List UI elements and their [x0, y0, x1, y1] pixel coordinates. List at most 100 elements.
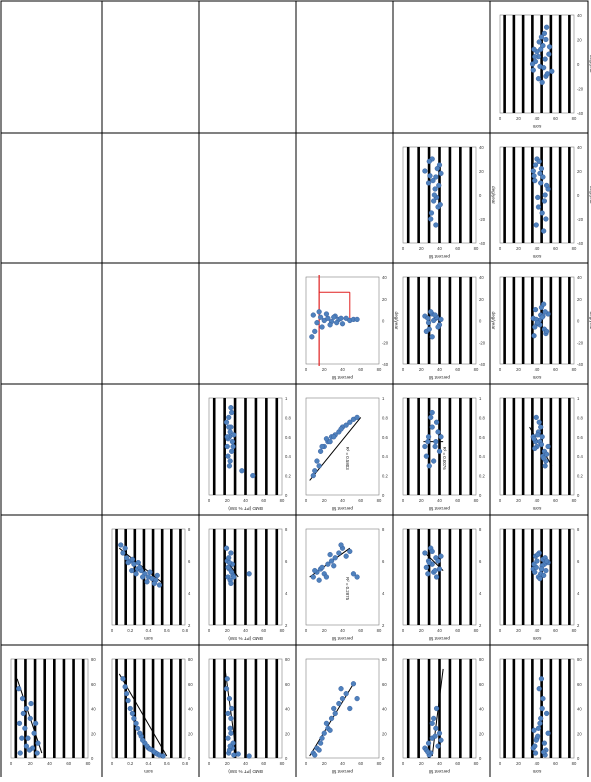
- data-point: [226, 555, 232, 561]
- data-point: [16, 686, 22, 692]
- data-point: [549, 68, 555, 74]
- data-point: [350, 681, 357, 687]
- x-tick-label: 20: [225, 498, 230, 503]
- data-point: [433, 725, 439, 731]
- data-point: [224, 434, 230, 440]
- data-point: [151, 580, 157, 587]
- data-point: [331, 434, 337, 440]
- pattern-bar: [244, 529, 247, 625]
- r-squared-annotation: R² = 0.2875: [345, 577, 350, 601]
- data-point: [539, 434, 545, 440]
- data-point: [246, 753, 252, 759]
- data-point: [426, 463, 432, 469]
- data-point: [27, 715, 33, 722]
- data-point: [332, 710, 338, 717]
- data-point: [531, 561, 537, 567]
- x-tick-label: 60: [261, 628, 266, 633]
- pattern-bar: [160, 659, 164, 758]
- pattern-bar: [521, 398, 525, 495]
- pattern-bar: [254, 659, 258, 758]
- data-point: [318, 314, 324, 320]
- pattern-bar: [531, 147, 534, 243]
- pattern-bar: [558, 398, 562, 495]
- data-point: [538, 180, 544, 186]
- data-point: [426, 326, 432, 332]
- pattern-bar: [179, 659, 182, 758]
- data-point: [225, 564, 231, 571]
- x-tick-label: 20: [419, 246, 424, 251]
- x-axis-label: som: [144, 636, 153, 641]
- pattern-bar: [469, 398, 473, 495]
- y-tick-label: 40: [91, 707, 96, 712]
- data-point: [325, 561, 331, 567]
- data-point: [338, 315, 344, 321]
- chart-r2c5: -40 -20 0 20 40 0 20 40 60 80 percent fill deg/year: [402, 145, 496, 259]
- data-point: [133, 720, 139, 726]
- x-tick-label: 0: [111, 628, 114, 633]
- data-point: [147, 569, 153, 575]
- x-tick-label: 40: [535, 116, 540, 121]
- data-point: [533, 222, 539, 228]
- data-point: [131, 561, 137, 567]
- y-tick-label: 40: [577, 13, 582, 18]
- y-tick-label: -20: [479, 217, 486, 222]
- pattern-bar: [254, 529, 258, 625]
- pattern-bar: [212, 659, 216, 758]
- y-tick-label: -20: [577, 87, 584, 92]
- data-point: [433, 705, 440, 712]
- matrix-cell: [101, 132, 200, 264]
- y-tick-label: 4: [285, 591, 288, 596]
- y-tick-label: 60: [479, 682, 484, 687]
- pattern-bar: [469, 659, 473, 758]
- x-tick-label: 0.6: [164, 628, 170, 633]
- data-point: [19, 735, 25, 741]
- y-tick-label: 20: [479, 297, 484, 302]
- pattern-bar: [427, 659, 431, 758]
- data-point: [331, 314, 337, 320]
- y-tick-label: 80: [382, 657, 387, 662]
- y-tick-label: 20: [577, 731, 582, 736]
- x-tick-label: 80: [377, 498, 382, 503]
- data-point: [314, 320, 320, 326]
- data-point: [543, 36, 549, 43]
- data-point: [224, 676, 230, 682]
- y-tick-label: 40: [577, 707, 582, 712]
- data-point: [422, 443, 428, 450]
- data-point: [433, 174, 439, 180]
- y-tick-label: 0: [382, 756, 385, 761]
- x-tick-label: 20: [28, 761, 33, 766]
- data-point: [531, 727, 537, 733]
- data-point: [535, 320, 541, 326]
- data-point: [532, 324, 538, 330]
- data-point: [531, 46, 537, 52]
- data-point: [429, 424, 435, 430]
- data-point: [431, 192, 437, 198]
- x-tick-label: 0: [499, 367, 502, 372]
- x-tick-label: 60: [553, 367, 558, 372]
- data-point: [536, 419, 542, 425]
- y-tick-label: 60: [285, 682, 290, 687]
- data-point: [432, 443, 438, 450]
- y-tick-label: 60: [382, 682, 387, 687]
- pattern-bar: [170, 529, 173, 625]
- x-tick-label: 20: [516, 367, 521, 372]
- x-tick-label: 0: [208, 628, 211, 633]
- matrix-cell: [198, 262, 297, 385]
- matrix-cell: [198, 132, 297, 264]
- pattern-bar: [512, 147, 516, 243]
- data-point: [225, 710, 231, 717]
- chart-r2c6: -40 -20 0 20 40 0 20 40 60 80 som deg/year: [499, 145, 591, 259]
- x-tick-label: 20: [419, 628, 424, 633]
- data-point: [250, 473, 256, 479]
- x-axis-label: percent fill: [332, 636, 353, 641]
- pattern-bar: [212, 398, 216, 495]
- data-point: [354, 316, 360, 323]
- pattern-bar: [503, 147, 506, 243]
- pattern-bar: [223, 398, 226, 495]
- pattern-bar: [448, 398, 452, 495]
- data-point: [16, 720, 23, 726]
- pattern-bar: [170, 659, 173, 758]
- data-point: [425, 571, 431, 577]
- data-point: [435, 324, 441, 330]
